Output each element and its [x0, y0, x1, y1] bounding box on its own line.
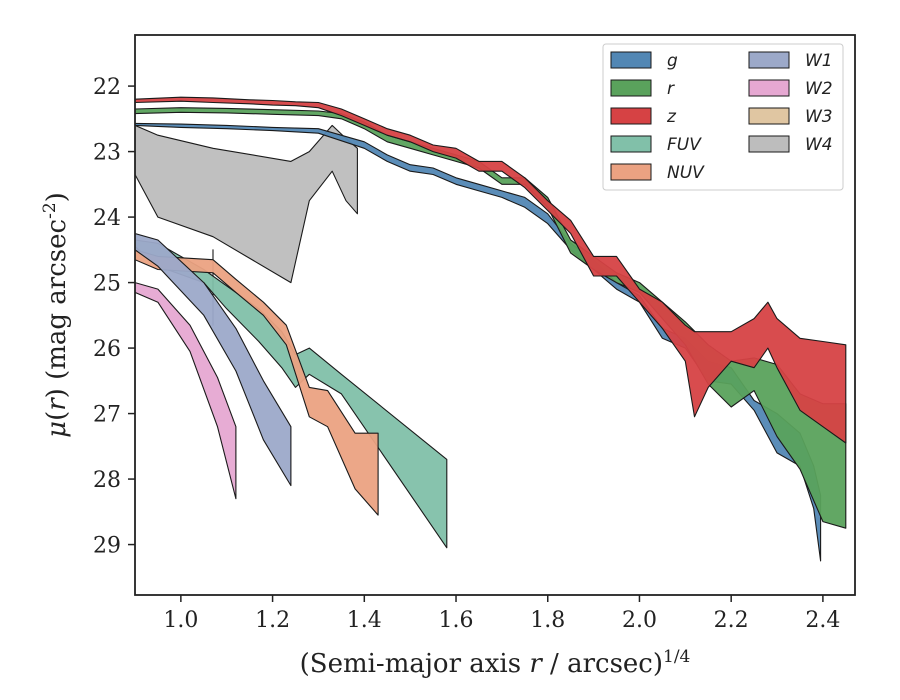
band-w4: [135, 124, 358, 284]
x-tick-label: 1.0: [163, 608, 198, 633]
legend-label-w1: W1: [805, 51, 833, 71]
legend: grz FUV NUV W1 W2 W3 W4: [602, 43, 844, 191]
y-tick-label: 29: [93, 534, 121, 559]
band-z: [135, 96, 847, 444]
x-tick-label: 2.2: [714, 608, 749, 633]
legend-swatch-z: [610, 107, 652, 125]
legend-label-r: r: [667, 79, 675, 99]
legend-swatch-fuv: [610, 135, 652, 153]
legend-label-w2: W2: [805, 79, 833, 99]
band-nuv: [135, 249, 379, 516]
legend-swatch-w4: [748, 135, 790, 153]
band-w2: [135, 282, 237, 500]
y-tick-label: 22: [93, 75, 121, 100]
band-areas: [135, 96, 847, 562]
legend-label-g: g: [667, 51, 678, 71]
x-tick-label: 2.4: [805, 608, 840, 633]
legend-label-z: z: [666, 107, 677, 127]
y-tick-label: 28: [93, 468, 121, 493]
x-axis: 1.0 1.2 1.4 1.6 1.8 2.0 2.2 2.4: [163, 595, 840, 633]
y-tick-label: 27: [93, 403, 121, 428]
legend-swatch-r: [610, 79, 652, 97]
y-tick-label: 23: [93, 141, 121, 166]
legend-swatch-w3: [748, 107, 790, 125]
y-tick-label: 24: [93, 206, 121, 231]
legend-swatch-g: [610, 51, 652, 69]
x-tick-label: 1.4: [347, 608, 382, 633]
legend-swatch-w2: [748, 79, 790, 97]
legend-label-fuv: FUV: [667, 135, 702, 155]
y-axis: 22 23 24 25 26 27 28 29: [93, 75, 135, 559]
plot-frame: [134, 34, 856, 596]
x-tick-label: 1.8: [530, 608, 565, 633]
legend-swatch-nuv: [610, 163, 652, 181]
legend-label-nuv: NUV: [667, 163, 705, 183]
legend-swatch-w1: [748, 51, 790, 69]
x-axis-title: (Semi-major axis r / arcsec)1/4: [300, 647, 691, 679]
y-axis-title: μ(r) (mag arcsec-2): [40, 192, 72, 438]
y-tick-label: 25: [93, 272, 121, 297]
legend-label-w3: W3: [805, 107, 833, 127]
y-tick-label: 26: [93, 337, 121, 362]
x-tick-label: 1.2: [255, 608, 290, 633]
x-tick-label: 1.6: [439, 608, 474, 633]
band-w1: [135, 232, 292, 487]
legend-label-w4: W4: [805, 135, 833, 155]
x-tick-label: 2.0: [622, 608, 657, 633]
